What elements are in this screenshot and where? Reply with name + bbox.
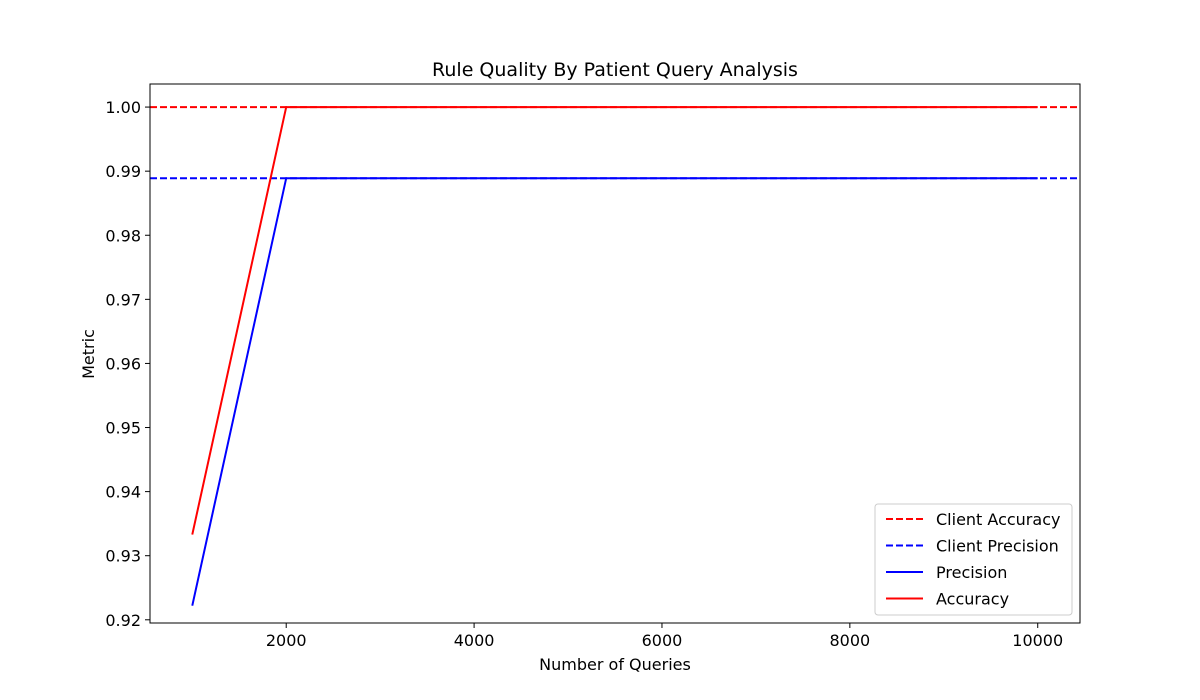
legend-label-client-precision: Client Precision	[936, 537, 1059, 556]
legend-box	[874, 503, 1073, 616]
x-axis: 2000 4000 6000 8000 10000	[266, 623, 1063, 650]
y-tick-label: 0.93	[105, 547, 141, 566]
y-tick-label: 0.96	[105, 354, 141, 373]
x-tick-label: 10000	[1012, 631, 1063, 650]
x-tick-label: 4000	[454, 631, 495, 650]
plot-area	[150, 106, 1080, 606]
y-tick-label: 0.95	[105, 419, 141, 438]
y-tick-label: 0.92	[105, 611, 141, 630]
precision-line	[191, 177, 1038, 606]
chart-title: Rule Quality By Patient Query Analysis	[432, 59, 798, 81]
y-tick-label: 0.99	[105, 162, 141, 181]
y-axis-label: Metric	[79, 329, 98, 379]
legend-label-accuracy: Accuracy	[936, 590, 1009, 609]
x-tick-label: 2000	[266, 631, 307, 650]
x-tick-label: 6000	[642, 631, 683, 650]
legend: Client Accuracy Client Precision Precision…	[874, 503, 1073, 616]
y-tick-label: 1.00	[105, 98, 141, 117]
accuracy-line	[191, 106, 1038, 535]
x-tick-label: 8000	[829, 631, 870, 650]
plot-frame	[149, 83, 1081, 624]
y-axis: 0.92 0.93 0.94 0.95 0.96 0.97 0.98 0.99 1.00	[105, 98, 150, 630]
y-tick-label: 0.97	[105, 290, 141, 309]
y-tick-label: 0.94	[105, 483, 141, 502]
legend-label-client-accuracy: Client Accuracy	[936, 510, 1060, 529]
x-axis-label: Number of Queries	[539, 655, 691, 674]
legend-label-precision: Precision	[936, 563, 1007, 582]
y-tick-label: 0.98	[105, 226, 141, 245]
